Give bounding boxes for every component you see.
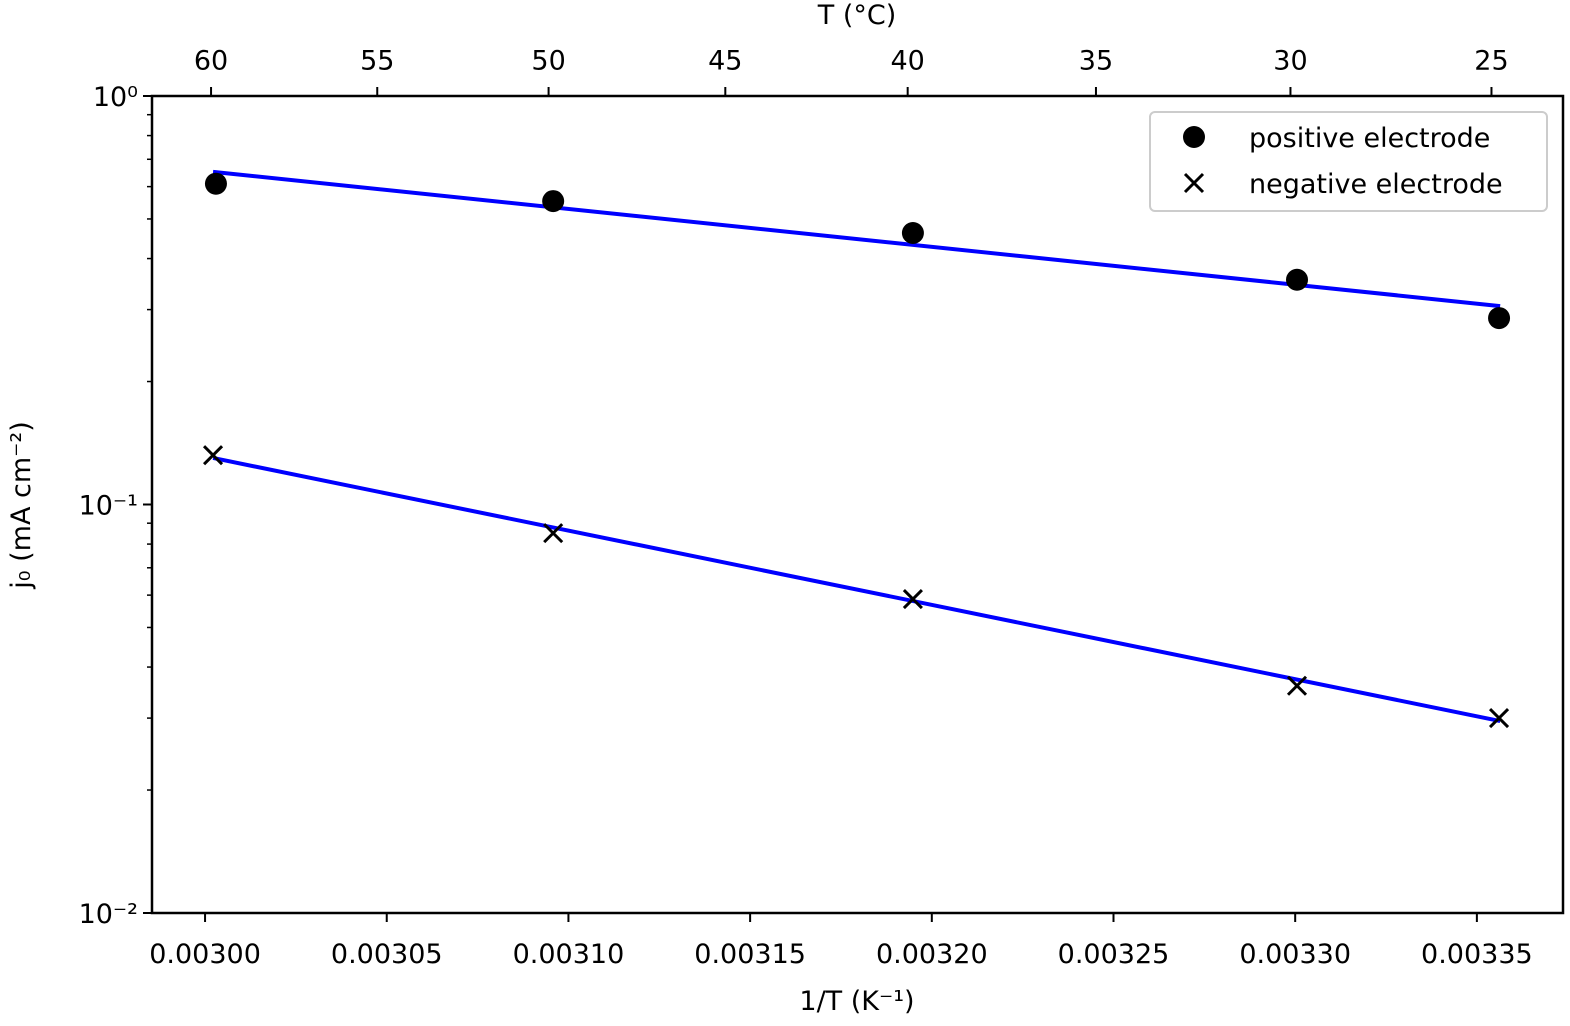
legend-marker xyxy=(1183,172,1205,194)
data-point xyxy=(543,523,564,544)
x-tick-label: 0.00335 xyxy=(1421,939,1533,970)
x2-tick-label: 40 xyxy=(890,46,924,77)
data-point xyxy=(202,445,224,466)
fit-line xyxy=(212,169,1501,309)
x-tick-label: 0.00315 xyxy=(694,939,806,970)
data-point xyxy=(901,221,924,244)
y-tick-label: 10⁰ xyxy=(93,82,138,113)
x-tick-label: 0.00320 xyxy=(876,939,988,970)
x-tick-label: 0.00300 xyxy=(149,939,261,970)
x2-tick-label: 60 xyxy=(194,46,228,77)
data-point xyxy=(1488,708,1510,729)
data-point xyxy=(1286,675,1308,696)
x2-tick-label: 50 xyxy=(531,46,565,77)
x-tick-label: 0.00310 xyxy=(513,939,625,970)
y-tick-label: 10⁻² xyxy=(79,899,138,930)
x-tick-label: 0.00325 xyxy=(1058,939,1170,970)
x2-axis-label: T (°C) xyxy=(817,0,897,31)
plot-frame xyxy=(150,94,1565,915)
data-point xyxy=(542,190,565,213)
data-point xyxy=(204,172,227,195)
x2-tick-label: 45 xyxy=(708,46,742,77)
data-point xyxy=(902,588,923,610)
legend-label: negative electrode xyxy=(1249,169,1503,200)
x2-tick-label: 30 xyxy=(1273,46,1307,77)
fit-line xyxy=(212,455,1501,724)
data-point xyxy=(1488,307,1511,330)
x-axis-label: 1/T (K⁻¹) xyxy=(799,986,914,1017)
y-axis-label: j₀ (mA cm⁻²) xyxy=(6,421,37,590)
x2-tick-label: 25 xyxy=(1474,46,1508,77)
x-tick-label: 0.00330 xyxy=(1239,939,1351,970)
data-point xyxy=(1286,268,1309,291)
y-tick-label: 10⁻¹ xyxy=(79,491,138,522)
x2-tick-label: 35 xyxy=(1079,46,1113,77)
legend-marker xyxy=(1183,126,1205,148)
legend-box xyxy=(1149,111,1548,212)
legend-label: positive electrode xyxy=(1249,123,1490,154)
x-tick-label: 0.00305 xyxy=(331,939,443,970)
x2-tick-label: 55 xyxy=(360,46,394,77)
